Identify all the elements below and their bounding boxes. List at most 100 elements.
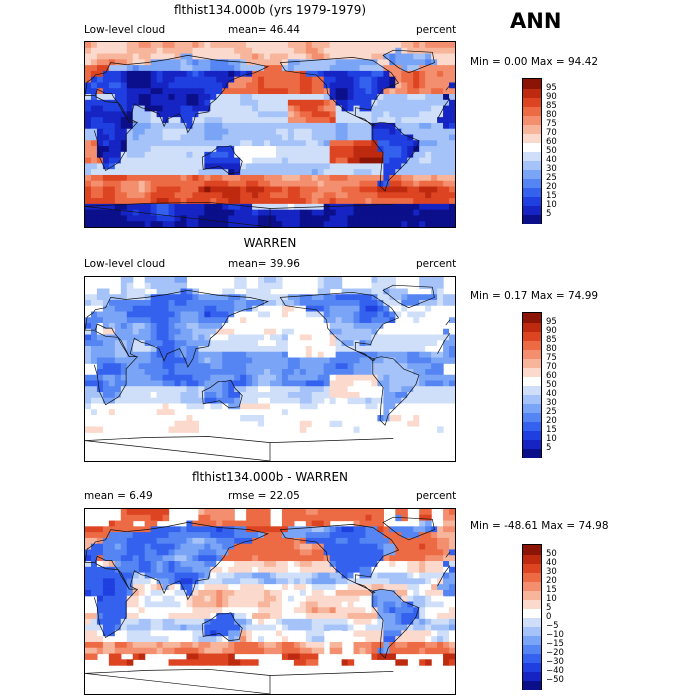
map-cell <box>228 192 235 199</box>
map-cell <box>150 65 158 72</box>
map-cell <box>353 340 361 347</box>
map-cell <box>449 111 455 118</box>
map-cell <box>371 65 379 72</box>
map-cell <box>168 363 176 370</box>
map-cell <box>264 526 271 533</box>
map-cell <box>162 122 170 130</box>
map-cell <box>353 346 361 353</box>
map-cell <box>132 589 140 597</box>
map-cell <box>281 70 289 78</box>
map-cell <box>252 169 259 176</box>
map-cell <box>299 561 307 568</box>
map-cell <box>228 70 235 78</box>
map-cell <box>126 624 134 632</box>
map-cell <box>347 169 355 176</box>
map-cell <box>132 409 140 416</box>
map-cell <box>85 82 92 89</box>
map-cell <box>258 59 265 66</box>
map-cell <box>186 163 194 170</box>
map-cell <box>383 549 390 556</box>
map-cell <box>443 618 450 626</box>
map-cell <box>252 70 259 78</box>
map-cell <box>246 636 253 643</box>
map-cell <box>132 94 140 101</box>
map-cell <box>126 386 134 393</box>
map-cell <box>359 122 367 130</box>
map-cell <box>96 288 104 295</box>
map-cell <box>359 215 367 222</box>
map-cell <box>401 317 408 324</box>
map-cell <box>383 403 390 410</box>
map-cell <box>120 174 128 182</box>
map-cell <box>365 221 373 227</box>
map-cell <box>252 328 259 336</box>
map-cell <box>258 174 265 182</box>
map-cell <box>305 311 313 318</box>
map-cell <box>413 374 420 382</box>
map-cell <box>126 163 134 170</box>
map-cell <box>162 82 170 89</box>
map-cell <box>359 111 367 118</box>
map-cell <box>270 589 277 597</box>
map-cell <box>347 111 355 118</box>
map-cell <box>138 561 146 568</box>
map-cell <box>120 47 128 55</box>
map-cell <box>425 618 432 626</box>
map-cell <box>216 174 223 182</box>
map-cell <box>234 305 241 313</box>
map-cell <box>258 70 265 78</box>
map-cell <box>299 374 307 382</box>
map-cell <box>204 415 211 422</box>
map-cell <box>443 163 450 170</box>
map-cell <box>216 409 223 416</box>
map-cell <box>413 76 420 84</box>
map-cell <box>437 53 444 60</box>
map-cell <box>437 334 444 341</box>
map-cell <box>371 618 379 626</box>
map-cell <box>365 636 373 643</box>
map-cell <box>156 99 164 107</box>
map-cell <box>275 537 283 545</box>
map-cell <box>270 76 277 84</box>
map-cell <box>329 543 337 551</box>
map-cell <box>234 566 241 574</box>
map-cell <box>114 520 122 527</box>
map-cell <box>371 277 379 284</box>
map-cell <box>443 317 450 324</box>
map-cell <box>395 555 402 562</box>
map-cell <box>311 624 319 632</box>
map-cell <box>198 555 205 562</box>
map-cell <box>443 630 450 637</box>
map-cell <box>204 128 211 136</box>
map-cell <box>186 566 194 574</box>
map-cell <box>120 59 128 66</box>
map-cell <box>228 613 235 620</box>
map-cell <box>174 328 182 336</box>
map-cell <box>132 369 140 376</box>
map-cell <box>240 88 247 95</box>
map-cell <box>204 526 211 533</box>
map-cell <box>431 549 438 556</box>
map-cell <box>138 180 146 188</box>
map-cell <box>192 409 199 416</box>
map-cell <box>449 94 455 101</box>
map-cell <box>114 420 122 428</box>
map-cell <box>252 409 259 416</box>
map-cell <box>389 209 396 217</box>
map-cell <box>216 209 223 217</box>
map-cell <box>275 572 283 579</box>
map-cell <box>425 426 432 433</box>
map-cell <box>275 323 283 330</box>
map-cell <box>317 53 325 60</box>
map-cell <box>365 151 373 159</box>
map-cell <box>395 53 402 60</box>
map-cell <box>383 630 390 637</box>
map-cell <box>317 282 325 290</box>
map-cell <box>252 198 259 205</box>
map-cell <box>293 403 301 410</box>
map-cell <box>305 397 313 405</box>
map-cell <box>371 532 379 539</box>
map-cell <box>96 53 104 60</box>
map-cell <box>270 566 277 574</box>
map-cell <box>353 99 361 107</box>
